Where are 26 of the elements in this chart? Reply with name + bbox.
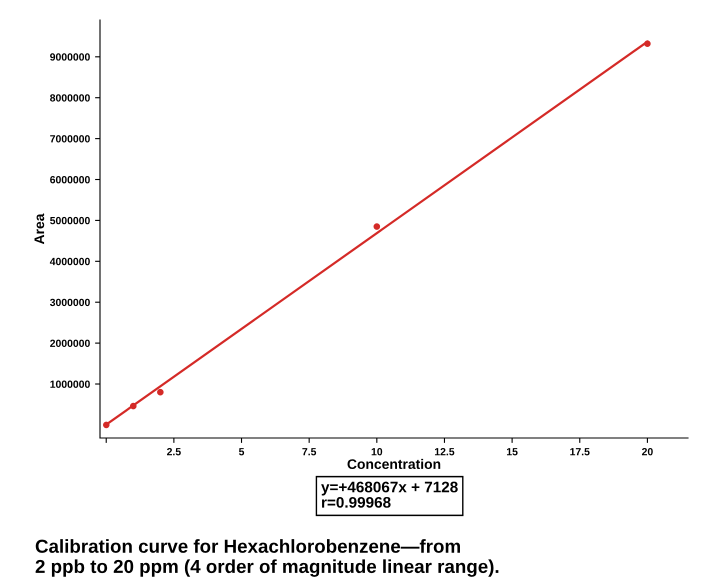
x-tick-label: 15	[506, 448, 518, 456]
point	[102, 422, 110, 428]
y-tick-label: 9000000	[50, 53, 90, 61]
x-tick-label: 5	[238, 448, 244, 456]
point	[157, 388, 164, 396]
y-tick-label: 7000000	[50, 135, 90, 142]
x-tick-label: 12.5	[434, 448, 454, 456]
y-tick-label: 2000000	[50, 340, 90, 347]
x-tick-label: 2.5	[166, 448, 181, 456]
y-tick-label: 3000000	[50, 298, 90, 306]
x-tick-label: 10	[372, 448, 382, 456]
y-tick-label: 4000000	[50, 258, 90, 266]
text: y=+468067x + 7128 r=0.99968	[321, 482, 458, 508]
y-tick-label: 8000000	[50, 94, 90, 102]
x-tick-label: 17.5	[570, 448, 590, 456]
point	[130, 402, 137, 410]
x-axis-title: Concentration	[348, 458, 440, 470]
point	[374, 223, 380, 230]
x-tick-label: 7.5	[302, 448, 316, 456]
y-axis-title: Area	[34, 213, 44, 244]
y-tick-label: 6000000	[50, 176, 90, 184]
text: Calibration curve for Hexachlorobenzene—from 2 ppb to 20 ppm (4 order of magnitude linear range).	[36, 539, 498, 577]
y-tick-label: 5000000	[50, 216, 90, 224]
y-tick-label: 1000000	[50, 380, 90, 388]
x-tick-label: 20	[642, 448, 653, 456]
point	[644, 40, 651, 48]
